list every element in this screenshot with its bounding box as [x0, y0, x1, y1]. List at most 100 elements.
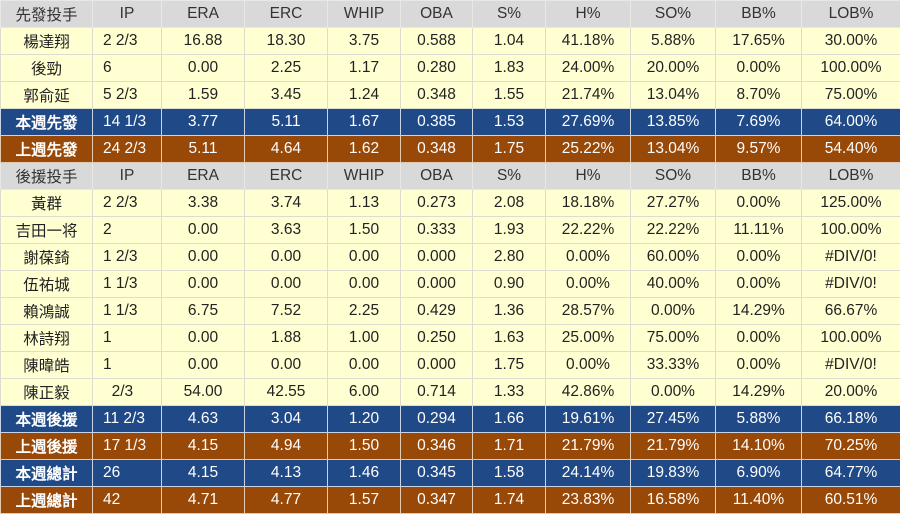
column-header-erc: ERC: [245, 163, 328, 190]
column-header-ip: IP: [93, 1, 162, 28]
cell-name: 楊達翔: [1, 28, 93, 55]
cell-h-pct: 21.79%: [546, 433, 631, 460]
column-header-h-pct: H%: [546, 163, 631, 190]
cell-h-pct: 42.86%: [546, 379, 631, 406]
cell-era: 0.00: [162, 271, 245, 298]
cell-whip: 1.50: [328, 217, 401, 244]
cell-s-pct: 1.71: [473, 433, 546, 460]
cell-lob-pct: 75.00%: [802, 82, 900, 109]
cell-ip: 42: [93, 487, 162, 514]
cell-so-pct: 13.04%: [631, 136, 716, 163]
cell-erc: 1.88: [245, 325, 328, 352]
cell-s-pct: 2.08: [473, 190, 546, 217]
cell-ip: 5 2/3: [93, 82, 162, 109]
cell-whip: 1.24: [328, 82, 401, 109]
cell-oba: 0.250: [401, 325, 473, 352]
column-header-so-pct: SO%: [631, 163, 716, 190]
cell-bb-pct: 6.90%: [716, 460, 802, 487]
cell-era: 0.00: [162, 352, 245, 379]
cell-h-pct: 0.00%: [546, 244, 631, 271]
cell-whip: 1.67: [328, 109, 401, 136]
cell-whip: 2.25: [328, 298, 401, 325]
cell-era: 0.00: [162, 217, 245, 244]
cell-erc: 5.11: [245, 109, 328, 136]
cell-ip: 17 1/3: [93, 433, 162, 460]
cell-whip: 1.57: [328, 487, 401, 514]
cell-so-pct: 33.33%: [631, 352, 716, 379]
cell-bb-pct: 14.10%: [716, 433, 802, 460]
cell-bb-pct: 8.70%: [716, 82, 802, 109]
cell-so-pct: 20.00%: [631, 55, 716, 82]
cell-bb-pct: 0.00%: [716, 352, 802, 379]
cell-bb-pct: 0.00%: [716, 271, 802, 298]
cell-ip: 6: [93, 55, 162, 82]
cell-whip: 1.17: [328, 55, 401, 82]
cell-ip: 1: [93, 352, 162, 379]
cell-whip: 1.46: [328, 460, 401, 487]
cell-ip: 2 2/3: [93, 28, 162, 55]
cell-era: 0.00: [162, 325, 245, 352]
cell-s-pct: 1.63: [473, 325, 546, 352]
cell-so-pct: 13.04%: [631, 82, 716, 109]
cell-h-pct: 22.22%: [546, 217, 631, 244]
cell-s-pct: 1.93: [473, 217, 546, 244]
cell-lob-pct: 60.51%: [802, 487, 900, 514]
cell-lob-pct: #DIV/0!: [802, 352, 900, 379]
column-header-bb-pct: BB%: [716, 163, 802, 190]
cell-erc: 0.00: [245, 244, 328, 271]
cell-name: 林詩翔: [1, 325, 93, 352]
cell-s-pct: 1.04: [473, 28, 546, 55]
cell-era: 4.15: [162, 460, 245, 487]
cell-h-pct: 25.00%: [546, 325, 631, 352]
cell-era: 0.00: [162, 244, 245, 271]
cell-s-pct: 1.66: [473, 406, 546, 433]
cell-oba: 0.347: [401, 487, 473, 514]
cell-bb-pct: 0.00%: [716, 55, 802, 82]
cell-erc: 4.13: [245, 460, 328, 487]
cell-h-pct: 24.14%: [546, 460, 631, 487]
cell-h-pct: 41.18%: [546, 28, 631, 55]
cell-so-pct: 13.85%: [631, 109, 716, 136]
cell-erc: 2.25: [245, 55, 328, 82]
cell-name: 吉田一将: [1, 217, 93, 244]
cell-whip: 0.00: [328, 352, 401, 379]
cell-so-pct: 16.58%: [631, 487, 716, 514]
cell-name: 上週總計: [1, 487, 93, 514]
cell-lob-pct: 125.00%: [802, 190, 900, 217]
column-header-lob-pct: LOB%: [802, 163, 900, 190]
cell-oba: 0.000: [401, 352, 473, 379]
cell-era: 0.00: [162, 55, 245, 82]
cell-bb-pct: 11.40%: [716, 487, 802, 514]
cell-bb-pct: 17.65%: [716, 28, 802, 55]
cell-ip: 1: [93, 325, 162, 352]
cell-ip: 2 2/3: [93, 190, 162, 217]
cell-erc: 0.00: [245, 352, 328, 379]
cell-era: 54.00: [162, 379, 245, 406]
cell-so-pct: 19.83%: [631, 460, 716, 487]
cell-erc: 3.74: [245, 190, 328, 217]
cell-oba: 0.000: [401, 244, 473, 271]
cell-bb-pct: 0.00%: [716, 244, 802, 271]
cell-oba: 0.714: [401, 379, 473, 406]
cell-name: 本週後援: [1, 406, 93, 433]
cell-erc: 18.30: [245, 28, 328, 55]
cell-bb-pct: 0.00%: [716, 190, 802, 217]
column-header-oba: OBA: [401, 1, 473, 28]
cell-name: 陳正毅: [1, 379, 93, 406]
cell-erc: 4.94: [245, 433, 328, 460]
cell-erc: 3.04: [245, 406, 328, 433]
cell-so-pct: 21.79%: [631, 433, 716, 460]
cell-whip: 0.00: [328, 271, 401, 298]
